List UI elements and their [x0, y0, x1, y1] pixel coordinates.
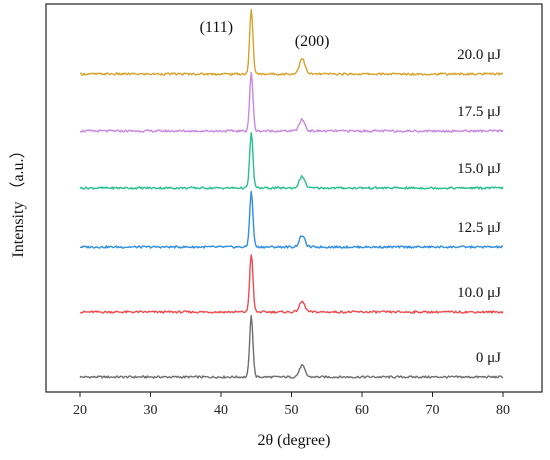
series-label: 17.5 μJ	[457, 104, 501, 120]
series-traces	[79, 8, 504, 379]
x-tick-label: 30	[144, 403, 158, 418]
x-axis: 20 30 40 50 60 70 80	[73, 392, 510, 418]
series-label: 20.0 μJ	[457, 47, 501, 63]
x-tick-label: 60	[355, 403, 369, 418]
x-tick-label: 40	[214, 403, 228, 418]
plot-frame	[45, 3, 543, 393]
series-line	[79, 314, 504, 379]
x-tick-label: 80	[496, 403, 510, 418]
x-tick-label: 70	[426, 403, 440, 418]
series-label: 12.5 μJ	[457, 220, 501, 236]
y-axis-label: Intensity （a.u.）	[9, 142, 27, 257]
x-tick-label: 50	[285, 403, 299, 418]
peak-annotation: (200)	[295, 33, 330, 50]
series-label: 15.0 μJ	[457, 161, 501, 177]
series-label: 10.0 μJ	[457, 285, 501, 301]
series-label: 0 μJ	[476, 350, 501, 366]
series-line	[79, 71, 504, 133]
series-line	[79, 254, 504, 314]
peak-annotations: (111) (200)	[200, 19, 330, 50]
x-tick-label: 20	[73, 403, 87, 418]
series-line	[79, 132, 504, 190]
peak-annotation: (111)	[200, 19, 233, 36]
series-line	[79, 8, 504, 76]
series-line	[79, 190, 504, 249]
series-labels: 0 μJ 10.0 μJ 12.5 μJ 15.0 μJ 17.5 μJ 20.0 μJ	[457, 47, 501, 366]
x-axis-label: 2θ (degree)	[258, 432, 331, 449]
